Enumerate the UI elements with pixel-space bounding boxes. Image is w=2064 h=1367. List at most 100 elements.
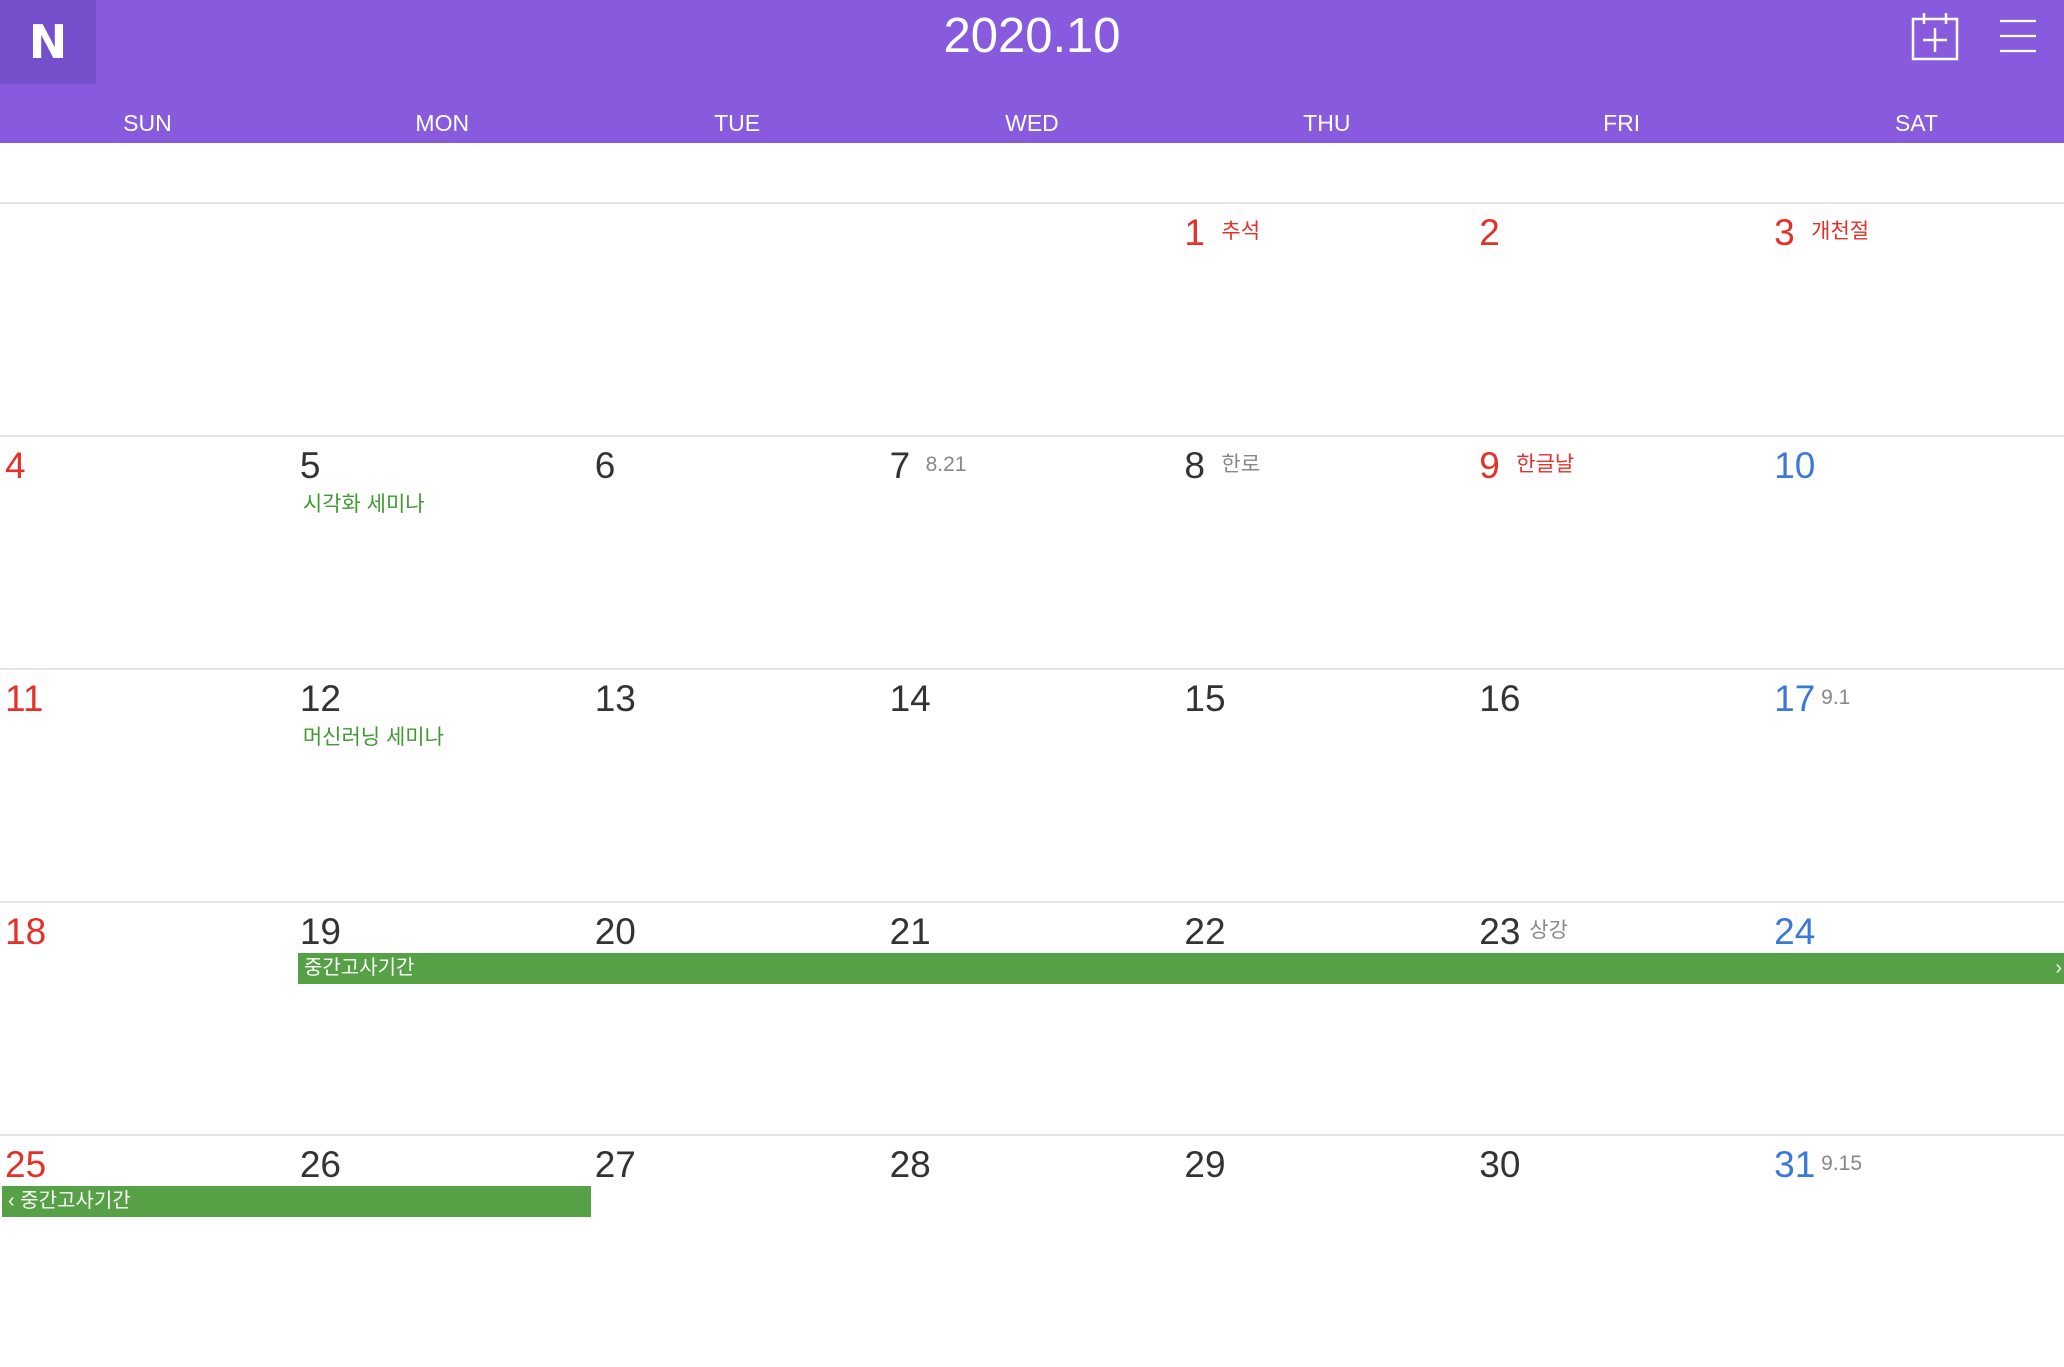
day-cell-7[interactable]: 7 8.21 [885, 437, 1180, 668]
day-cell-24[interactable]: 24 [1769, 903, 2064, 1134]
day-cell-9[interactable]: 9 한글날 [1474, 437, 1769, 668]
event-bar-midterm[interactable]: 중간고사기간 › [298, 953, 2064, 984]
day-cell-30[interactable]: 30 [1474, 1136, 1769, 1367]
day-cell-15[interactable]: 15 [1179, 670, 1474, 901]
day-number: 1 [1184, 212, 1205, 253]
weekday-mon: MON [415, 110, 470, 136]
week-row: 25 26 27 28 29 30 31 9.15 ‹ 중간고사기간 [0, 1134, 2064, 1367]
day-cell-26[interactable]: 26 [295, 1136, 590, 1367]
day-cell-empty[interactable] [0, 204, 295, 435]
solar-term-label: 상강 [1529, 919, 1568, 942]
logo-letter: N [28, 15, 68, 69]
week-row: 1 추석 2 3 개천절 [0, 202, 2064, 435]
day-number: 6 [594, 445, 616, 486]
weekday-sun: SUN [123, 110, 172, 136]
day-cell-27[interactable]: 27 [590, 1136, 885, 1367]
day-number: 12 [299, 678, 341, 719]
day-number: 13 [594, 678, 636, 719]
month-title[interactable]: 2020.10 [943, 9, 1121, 63]
day-cell-3[interactable]: 3 개천절 [1769, 204, 2064, 435]
day-cell-14[interactable]: 14 [885, 670, 1180, 901]
day-cell-31[interactable]: 31 9.15 [1769, 1136, 2064, 1367]
day-number: 20 [594, 911, 636, 952]
event-bar-label: ‹ 중간고사기간 [8, 1190, 131, 1212]
weekday-row: SUN MON TUE WED THU FRI SAT [0, 104, 2064, 142]
day-cell-6[interactable]: 6 [590, 437, 885, 668]
day-cell-28[interactable]: 28 [885, 1136, 1180, 1367]
continues-right-icon: › [2055, 957, 2062, 979]
day-cell-29[interactable]: 29 [1179, 1136, 1474, 1367]
day-number: 3 [1774, 212, 1795, 253]
add-event-button[interactable] [1909, 10, 1961, 62]
day-number: 5 [299, 445, 321, 486]
day-number: 30 [1479, 1144, 1521, 1185]
weekday-fri: FRI [1603, 110, 1641, 136]
holiday-label: 추석 [1221, 220, 1261, 243]
day-cell-5[interactable]: 5 시각화 세미나 [295, 437, 590, 668]
day-number: 25 [5, 1144, 47, 1185]
day-cell-2[interactable]: 2 [1474, 204, 1769, 435]
day-cell-19[interactable]: 19 [295, 903, 590, 1134]
day-cell-17[interactable]: 17 9.1 [1769, 670, 2064, 901]
day-cell-25[interactable]: 25 [0, 1136, 295, 1367]
day-cell-empty[interactable] [295, 204, 590, 435]
day-number: 21 [889, 911, 931, 952]
day-number: 19 [299, 911, 341, 952]
day-cell-18[interactable]: 18 [0, 903, 295, 1134]
weekday-wed: WED [1005, 110, 1059, 136]
day-number: 29 [1184, 1144, 1226, 1185]
day-number: 8 [1184, 445, 1205, 486]
day-cell-12[interactable]: 12 머신러닝 세미나 [295, 670, 590, 901]
weekday-tue: TUE [714, 110, 761, 136]
day-number: 14 [889, 678, 931, 719]
event-machine-learning-seminar[interactable]: 머신러닝 세미나 [302, 726, 444, 749]
event-bar-midterm[interactable]: ‹ 중간고사기간 [2, 1186, 591, 1217]
lunar-date: 9.1 [1821, 686, 1851, 709]
day-number: 27 [594, 1144, 636, 1185]
day-cell-16[interactable]: 16 [1474, 670, 1769, 901]
day-number: 26 [299, 1144, 341, 1185]
week-row: 11 12 머신러닝 세미나 13 14 15 16 17 9.1 [0, 668, 2064, 901]
holiday-label: 개천절 [1811, 220, 1870, 243]
day-number: 23 [1479, 911, 1521, 952]
hamburger-menu-icon [2000, 19, 2036, 53]
day-number: 7 [889, 445, 911, 486]
day-number: 2 [1479, 212, 1500, 253]
weekday-thu: THU [1303, 110, 1351, 136]
menu-button[interactable] [1992, 10, 2044, 62]
week-row: 18 19 20 21 22 23 상강 24 중간고사기간 › [0, 901, 2064, 1134]
day-cell-10[interactable]: 10 [1769, 437, 2064, 668]
day-cell-4[interactable]: 4 [0, 437, 295, 668]
day-cell-1[interactable]: 1 추석 [1179, 204, 1474, 435]
day-number: 15 [1184, 678, 1226, 719]
day-number: 24 [1774, 911, 1816, 952]
day-number: 17 [1774, 678, 1816, 719]
day-cell-13[interactable]: 13 [590, 670, 885, 901]
day-cell-20[interactable]: 20 [590, 903, 885, 1134]
day-number: 31 [1774, 1144, 1816, 1185]
day-number: 18 [5, 911, 47, 952]
month-grid: 1 추석 2 3 개천절 4 5 시각화 세미나 6 7 8.21 8 한로 [0, 202, 2064, 1367]
day-cell-11[interactable]: 11 [0, 670, 295, 901]
calendar-header: N 2020.10 SUN MON TUE WED THU FRI SAT [0, 0, 2064, 143]
naver-logo-button[interactable]: N [0, 0, 96, 84]
day-cell-empty[interactable] [885, 204, 1180, 435]
calendar-add-icon [1911, 13, 1959, 61]
lunar-date: 8.21 [925, 453, 967, 476]
day-number: 9 [1479, 445, 1500, 486]
day-number: 11 [5, 678, 44, 719]
day-cell-22[interactable]: 22 [1179, 903, 1474, 1134]
day-number: 28 [889, 1144, 931, 1185]
day-cell-empty[interactable] [590, 204, 885, 435]
event-visualization-seminar[interactable]: 시각화 세미나 [302, 493, 425, 516]
lunar-date: 9.15 [1821, 1152, 1863, 1175]
day-cell-21[interactable]: 21 [885, 903, 1180, 1134]
day-number: 22 [1184, 911, 1226, 952]
day-number: 16 [1479, 678, 1521, 719]
day-number: 10 [1774, 445, 1816, 486]
weekday-sat: SAT [1894, 110, 1938, 136]
day-cell-23[interactable]: 23 상강 [1474, 903, 1769, 1134]
day-number: 4 [5, 445, 26, 486]
event-bar-label: 중간고사기간 [304, 957, 415, 979]
day-cell-8[interactable]: 8 한로 [1179, 437, 1474, 668]
